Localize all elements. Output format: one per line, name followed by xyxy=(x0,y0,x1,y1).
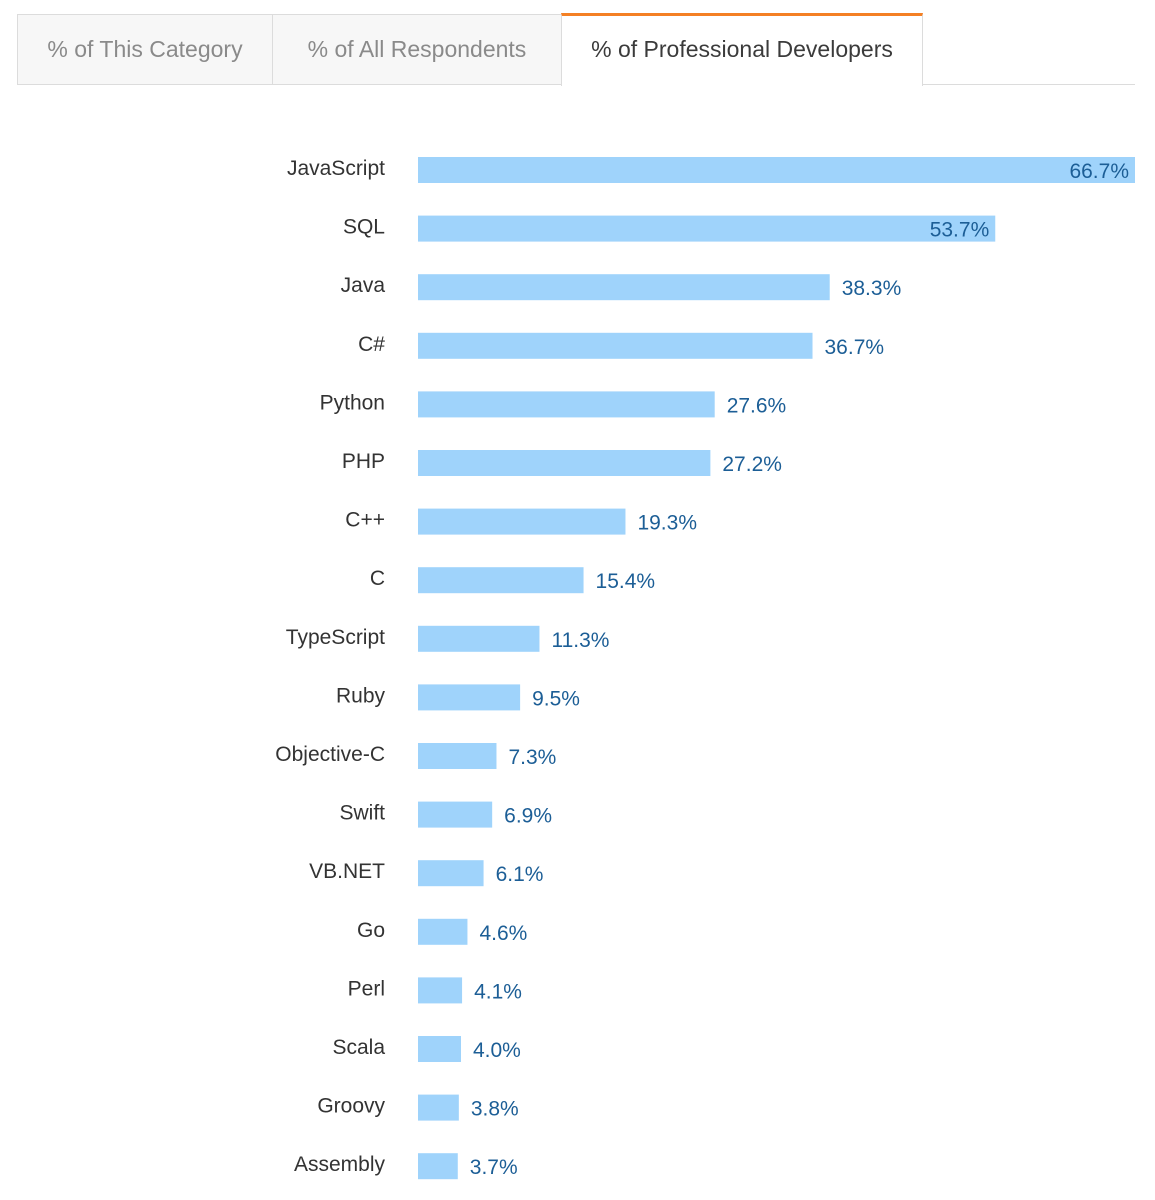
category-label-go: Go xyxy=(357,919,385,942)
bar-php xyxy=(418,450,711,476)
value-label-sql: 53.7% xyxy=(930,219,990,242)
category-label-objective-c: Objective-C xyxy=(275,743,385,766)
bar-python xyxy=(418,391,715,418)
value-label-assembly: 3.7% xyxy=(470,1156,518,1179)
value-label-objective-c: 7.3% xyxy=(508,746,556,769)
bar-javascript xyxy=(418,157,1135,183)
tab-this-category[interactable]: % of This Category xyxy=(17,14,273,84)
tab-bar: % of This Category % of All Respondents … xyxy=(0,0,1155,86)
tab-professional-developers[interactable]: % of Professional Developers xyxy=(561,13,923,86)
category-label-c: C xyxy=(370,567,385,590)
value-label-swift: 6.9% xyxy=(504,805,552,828)
category-label-vb-net: VB.NET xyxy=(309,860,385,883)
bar-c xyxy=(418,567,584,594)
category-label-assembly: Assembly xyxy=(294,1153,386,1176)
value-label-typescript: 11.3% xyxy=(551,629,609,652)
value-label-groovy: 3.8% xyxy=(471,1098,519,1121)
value-label-javascript: 66.7% xyxy=(1069,160,1129,183)
value-label-perl: 4.1% xyxy=(474,980,522,1003)
bar-vb-net xyxy=(418,860,484,887)
value-label-php: 27.2% xyxy=(722,453,782,476)
category-label-cplusplus: C++ xyxy=(345,509,385,532)
category-label-php: PHP xyxy=(342,450,385,473)
bar-scala xyxy=(418,1036,461,1062)
bar-cplusplus xyxy=(418,508,626,535)
category-label-perl: Perl xyxy=(348,977,385,1000)
category-label-ruby: Ruby xyxy=(336,684,386,707)
category-label-java: Java xyxy=(341,274,386,297)
category-label-scala: Scala xyxy=(332,1036,385,1059)
category-label-groovy: Groovy xyxy=(317,1095,385,1118)
bar-swift xyxy=(418,801,493,828)
bar-objective-c xyxy=(418,743,497,769)
bar-perl xyxy=(418,977,463,1004)
category-label-javascript: JavaScript xyxy=(287,157,385,180)
value-label-python: 27.6% xyxy=(727,394,787,417)
value-label-ruby: 9.5% xyxy=(532,687,580,710)
value-label-go: 4.6% xyxy=(479,922,527,945)
bar-csharp xyxy=(418,332,813,359)
tab-all-respondents[interactable]: % of All Respondents xyxy=(272,14,562,84)
value-label-scala: 4.0% xyxy=(473,1039,521,1062)
bar-go xyxy=(418,918,468,945)
value-label-cplusplus: 19.3% xyxy=(637,512,697,535)
bar-sql xyxy=(418,215,996,242)
bar-typescript xyxy=(418,625,540,652)
bar-java xyxy=(418,274,830,301)
bar-assembly xyxy=(418,1153,458,1180)
value-label-java: 38.3% xyxy=(842,277,902,300)
value-label-csharp: 36.7% xyxy=(825,336,885,359)
category-label-csharp: C# xyxy=(358,333,385,356)
category-label-sql: SQL xyxy=(343,216,385,239)
value-label-vb-net: 6.1% xyxy=(496,863,544,886)
bar-ruby xyxy=(418,684,521,711)
bar-groovy xyxy=(418,1094,459,1121)
category-label-swift: Swift xyxy=(339,802,385,825)
value-label-c: 15.4% xyxy=(596,570,656,593)
category-label-typescript: TypeScript xyxy=(286,626,385,649)
category-label-python: Python xyxy=(320,391,385,414)
